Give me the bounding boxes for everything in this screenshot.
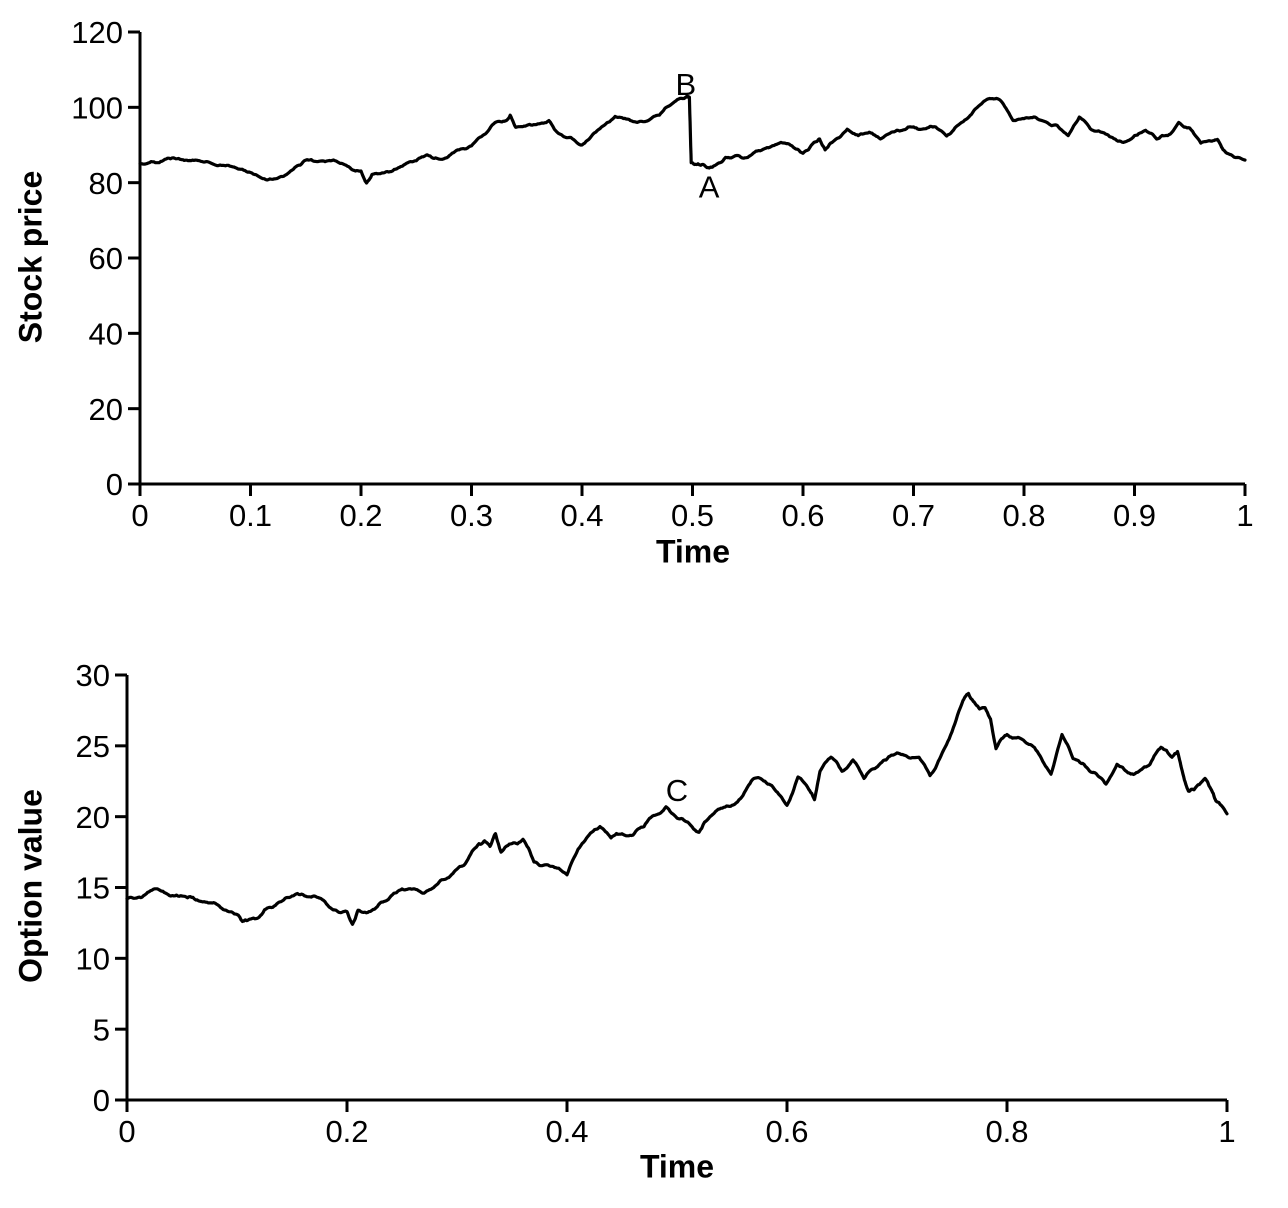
stock-price-chart-xtick-label: 0.1 <box>229 498 272 533</box>
option-value-chart-xtick-label: 0.6 <box>765 1114 808 1149</box>
stock-price-chart-xtick-label: 0.4 <box>560 498 603 533</box>
option-value-chart-xtick-label: 0 <box>118 1114 135 1149</box>
stock-price-chart-ytick-label: 0 <box>106 467 123 502</box>
stock-price-chart-xtick-label: 0.9 <box>1113 498 1156 533</box>
stock-price-chart-xtick-label: 0.5 <box>671 498 714 533</box>
stock-price-chart-ytick-label: 100 <box>71 90 123 125</box>
option-value-chart-ytick-label: 10 <box>76 941 110 976</box>
stock-price-chart-ytick-label: 40 <box>89 316 123 351</box>
option-value-chart-xtick-label: 0.2 <box>325 1114 368 1149</box>
stock-price-axis-title: Stock price <box>12 170 49 344</box>
option-value-chart-xtick-label: 1 <box>1218 1114 1235 1149</box>
time-axis-title-top: Time <box>655 533 731 570</box>
option-value-chart-ytick-label: 30 <box>76 658 110 693</box>
stock-price-chart-ytick-label: 80 <box>89 166 123 201</box>
stock-price-chart-xtick-label: 0.2 <box>339 498 382 533</box>
stock-price-path <box>138 94 1247 185</box>
option-value-chart-ytick-label: 20 <box>76 800 110 835</box>
option-value-chart-ytick-label: 25 <box>76 729 110 764</box>
option-value-chart-annotation-C: C <box>666 773 688 808</box>
stock-price-chart-xtick-label: 0 <box>131 498 148 533</box>
stock-price-chart-annotation-B: B <box>676 67 697 102</box>
stock-price-chart-xtick-label: 0.8 <box>1002 498 1045 533</box>
option-value-chart-xtick-label: 0.4 <box>545 1114 588 1149</box>
option-value-path <box>125 691 1229 926</box>
stock-price-chart-ytick-label: 20 <box>89 392 123 427</box>
option-value-axis-title: Option value <box>12 789 49 983</box>
option-value-chart-ytick-label: 0 <box>93 1083 110 1118</box>
stock-price-chart-ytick-label: 120 <box>71 15 123 50</box>
stock-price-chart-ytick-label: 60 <box>89 241 123 276</box>
stock-price-chart-xtick-label: 0.7 <box>892 498 935 533</box>
time-axis-title-bottom: Time <box>639 1148 715 1185</box>
option-value-chart-ytick-label: 15 <box>76 871 110 906</box>
stock-price-chart-annotation-A: A <box>699 170 720 205</box>
stock-price-chart-xtick-label: 0.3 <box>450 498 493 533</box>
stock-price-chart-xtick-label: 1 <box>1236 498 1253 533</box>
stock-price-chart-xtick-label: 0.6 <box>781 498 824 533</box>
option-value-chart-xtick-label: 0.8 <box>985 1114 1028 1149</box>
option-value-chart-ytick-label: 5 <box>93 1012 110 1047</box>
